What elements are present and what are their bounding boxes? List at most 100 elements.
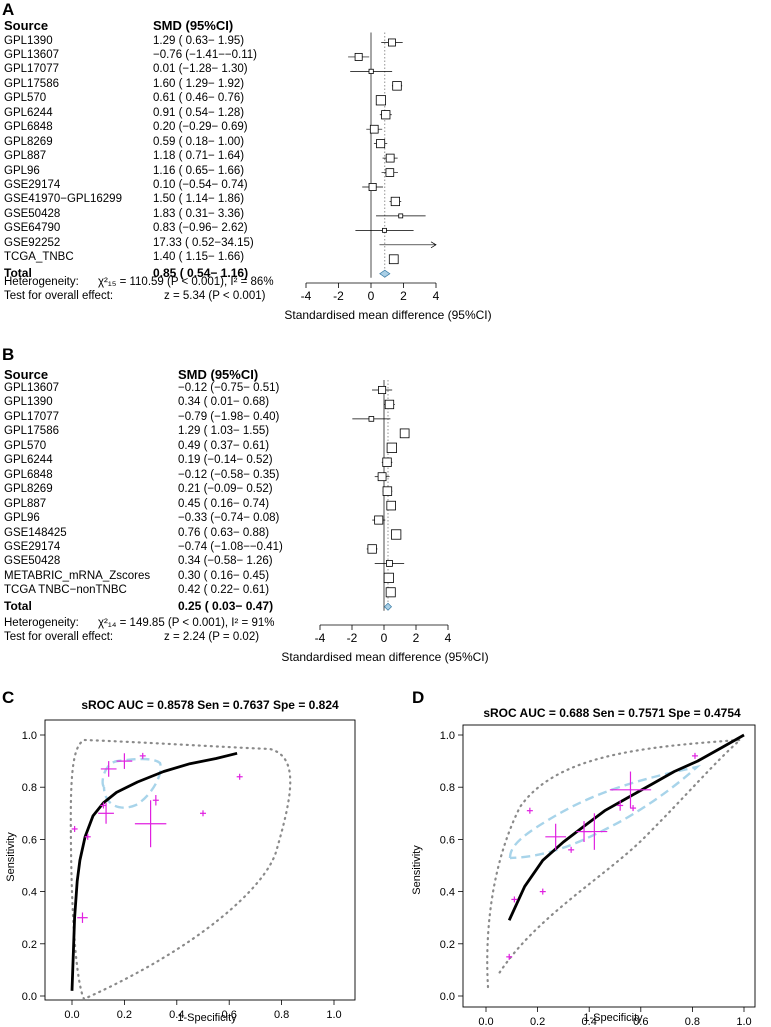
x-tick-label: 0	[368, 289, 375, 303]
y-tick-label: 0.8	[22, 782, 37, 794]
study-ci: −0.12 (−0.75− 0.51)	[178, 382, 280, 394]
overall-effect-stat: z = 5.34 (P < 0.001)	[164, 290, 266, 302]
study-box	[392, 81, 402, 91]
study-box	[388, 38, 396, 47]
study-box	[382, 457, 392, 467]
study-label: GPL6244	[4, 106, 53, 119]
x-tick-label: 0.6	[633, 1016, 648, 1027]
y-tick-label: 0.2	[440, 939, 455, 951]
study-box	[369, 124, 379, 134]
x-tick-label: -2	[347, 631, 358, 645]
study-label: GPL96	[4, 164, 40, 177]
forest-plot-b: -4 -2 0 2 4 Standardised mean difference (95%…	[281, 380, 489, 664]
study-ci: 0.91 ( 0.54− 1.28)	[153, 106, 245, 119]
heterogeneity-label: Heterogeneity:	[4, 617, 79, 629]
study-box	[382, 486, 393, 496]
study-ci: −0.74 (−1.08−−0.41)	[178, 540, 283, 553]
x-tick-label: 0.6	[222, 1009, 237, 1021]
study-label: GPL17586	[4, 425, 59, 438]
study-ci: 0.42 ( 0.22− 0.61)	[178, 584, 270, 597]
study-ci: 1.18 ( 0.71− 1.64)	[153, 150, 245, 163]
study-label: GPL6244	[4, 454, 53, 467]
study-label: GSE50428	[4, 207, 61, 220]
study-ci: 1.29 ( 1.03− 1.55)	[178, 425, 270, 438]
x-tick-label: 0.4	[582, 1016, 597, 1027]
x-tick-label: -4	[301, 289, 312, 303]
study-label: GSE50428	[4, 555, 61, 568]
study-box	[399, 428, 410, 439]
study-box	[375, 95, 386, 106]
overall-effect-label: Test for overall effect:	[4, 631, 114, 643]
study-ci: −0.79 (−1.98− 0.40)	[178, 410, 280, 423]
study-label: GPL6848	[4, 121, 53, 134]
study-label: GSE64790	[4, 222, 61, 235]
pooled-diamond	[379, 269, 391, 278]
heterogeneity-stat: χ²₁₅ = 110.59 (P < 0.001), I² = 86%	[98, 276, 274, 288]
study-ci: 1.50 ( 1.14− 1.86)	[153, 193, 245, 206]
total-ci: 0.25 ( 0.03− 0.47)	[178, 598, 274, 613]
study-ci: −0.76 (−1.41−−0.11)	[153, 48, 258, 61]
pooled-diamond	[383, 602, 393, 611]
overall-effect-label: Test for overall effect:	[4, 290, 114, 302]
study-label: GPL8269	[4, 135, 53, 148]
study-label: GSE29174	[4, 540, 61, 553]
study-label: TCGA TNBC−nonTNBC	[4, 584, 127, 597]
study-label: GPL887	[4, 497, 47, 510]
y-tick-label: 0.4	[440, 887, 455, 899]
study-ci: 0.59 ( 0.18− 1.00)	[153, 135, 245, 148]
study-label: GPL96	[4, 512, 40, 525]
study-ci: −0.12 (−0.58− 0.35)	[178, 468, 280, 481]
prediction-region	[486, 738, 744, 989]
x-tick-label: 1.0	[736, 1016, 751, 1027]
ci-arrow	[430, 241, 437, 249]
study-label: TCGA_TNBC	[4, 251, 74, 264]
total-ci: 0.85 ( 0.54− 1.16)	[153, 265, 249, 280]
study-label: GPL570	[4, 439, 47, 452]
study-box	[391, 529, 402, 540]
study-box	[376, 139, 386, 149]
study-box	[390, 196, 400, 207]
forest-plot-a: -4 -2 0 2 4 Standardised mean difference (95%…	[284, 32, 492, 322]
x-tick-label: 0.8	[274, 1009, 289, 1021]
study-label: GPL13607	[4, 48, 59, 61]
study-box	[354, 52, 363, 61]
plot-frame	[462, 724, 756, 1008]
study-box	[368, 416, 375, 422]
study-ci: 1.16 ( 0.65− 1.66)	[153, 164, 245, 177]
sroc-curve	[507, 733, 745, 921]
x-tick-label: 0.4	[169, 1009, 184, 1021]
study-label: GPL8269	[4, 483, 53, 496]
panel-letter-d: D	[412, 688, 425, 707]
sroc-c-xlabel: 1-Specificity	[177, 1012, 237, 1024]
x-tick-label: 0	[381, 631, 388, 645]
source-header: Source	[4, 367, 49, 382]
study-box	[386, 500, 396, 511]
y-tick-label: 0.6	[440, 834, 455, 846]
prediction-region	[69, 738, 292, 1001]
study-ci: 0.45 ( 0.16− 0.74)	[178, 497, 270, 510]
study-box	[378, 385, 387, 395]
panel-letter-b: B	[2, 345, 15, 364]
study-ci: 0.20 (−0.29− 0.69)	[153, 121, 248, 134]
study-box	[398, 213, 404, 219]
study-label: GSE92252	[4, 236, 61, 249]
y-tick-label: 0.0	[440, 991, 455, 1003]
study-box	[384, 399, 395, 410]
x-tick-label: 0.2	[530, 1016, 545, 1027]
y-tick-label: 0.2	[22, 939, 37, 951]
plot-frame	[44, 719, 356, 1001]
y-tick-label: 1.0	[22, 730, 37, 742]
sroc-plot-d: sROC AUC = 0.688 Sen = 0.7571 Spe = 0.47…	[411, 706, 756, 1027]
study-label: GPL13607	[4, 382, 59, 394]
study-box	[381, 110, 391, 120]
y-tick-label: 0.4	[22, 887, 37, 899]
panel-letter-a: A	[2, 0, 15, 19]
study-box	[374, 515, 384, 525]
study-label: GPL887	[4, 150, 47, 163]
study-label: GPL570	[4, 92, 47, 105]
study-box	[383, 572, 394, 583]
sroc-d-xlabel: 1-Specificity	[583, 1012, 643, 1024]
study-ci: 0.01 (−1.28− 1.30)	[153, 63, 248, 76]
study-label: GPL17586	[4, 77, 59, 90]
x-tick-label: 0.0	[478, 1016, 493, 1027]
